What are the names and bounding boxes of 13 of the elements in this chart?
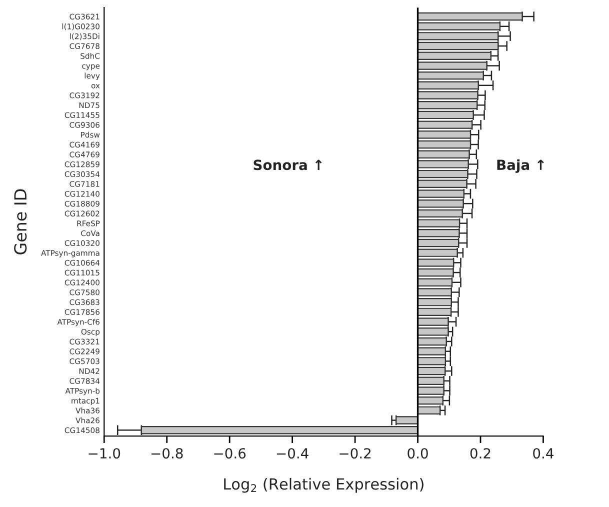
annotation: Baja ↑	[497, 159, 544, 173]
x-tick-label: −0.8	[151, 448, 183, 459]
y-axis-title: Gene ID	[14, 189, 27, 254]
x-tick-label: −0.2	[340, 448, 371, 459]
x-tick-label: 0.0	[408, 448, 428, 459]
x-tick-label: 0.2	[470, 448, 490, 459]
x-axis-title: Log$_{2}$ (Relative Expression)	[224, 478, 424, 493]
x-tick-label: 0.4	[533, 448, 554, 459]
bar	[417, 406, 441, 415]
x-tick-label: −0.6	[214, 448, 246, 459]
x-tick-label: −1.0	[88, 448, 120, 459]
annotation: Sonora ↑	[254, 160, 322, 170]
x-tick-label: −0.4	[276, 448, 308, 459]
